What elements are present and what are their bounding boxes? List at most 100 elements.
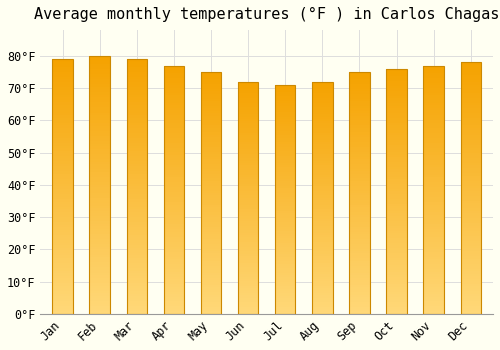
Bar — [350, 273, 370, 275]
Bar — [52, 174, 73, 176]
Bar — [350, 152, 370, 154]
Bar — [126, 276, 147, 278]
Bar — [350, 309, 370, 312]
Bar — [126, 156, 147, 159]
Bar — [386, 71, 407, 74]
Bar — [90, 278, 110, 280]
Bar — [424, 195, 444, 197]
Bar — [460, 88, 481, 90]
Bar — [126, 286, 147, 288]
Bar — [460, 304, 481, 306]
Bar — [275, 128, 295, 131]
Bar — [238, 195, 258, 198]
Bar — [386, 147, 407, 150]
Bar — [164, 269, 184, 272]
Bar — [238, 244, 258, 246]
Bar — [90, 185, 110, 188]
Bar — [90, 162, 110, 164]
Bar — [386, 206, 407, 209]
Bar — [275, 193, 295, 195]
Bar — [386, 88, 407, 91]
Bar — [238, 209, 258, 212]
Bar — [312, 251, 332, 253]
Bar — [126, 166, 147, 169]
Bar — [424, 158, 444, 160]
Bar — [386, 184, 407, 187]
Bar — [201, 77, 221, 79]
Bar — [238, 149, 258, 151]
Bar — [126, 107, 147, 110]
Bar — [460, 173, 481, 176]
Bar — [126, 237, 147, 240]
Bar — [126, 293, 147, 296]
Bar — [312, 263, 332, 265]
Bar — [126, 207, 147, 209]
Bar — [164, 115, 184, 118]
Bar — [424, 257, 444, 259]
Bar — [201, 195, 221, 198]
Bar — [126, 215, 147, 217]
Bar — [424, 93, 444, 95]
Bar — [350, 200, 370, 203]
Bar — [275, 85, 295, 314]
Bar — [238, 179, 258, 182]
Bar — [126, 199, 147, 202]
Bar — [52, 288, 73, 291]
Bar — [350, 142, 370, 145]
Bar — [90, 195, 110, 198]
Bar — [164, 80, 184, 83]
Bar — [460, 65, 481, 67]
Bar — [164, 247, 184, 249]
Bar — [90, 167, 110, 169]
Bar — [386, 228, 407, 231]
Bar — [350, 176, 370, 178]
Bar — [201, 123, 221, 125]
Bar — [126, 74, 147, 77]
Bar — [350, 280, 370, 282]
Bar — [126, 283, 147, 286]
Bar — [90, 280, 110, 283]
Bar — [275, 186, 295, 188]
Bar — [275, 266, 295, 268]
Bar — [350, 294, 370, 297]
Bar — [201, 169, 221, 171]
Bar — [126, 268, 147, 271]
Bar — [386, 93, 407, 96]
Bar — [312, 223, 332, 226]
Bar — [90, 172, 110, 175]
Bar — [350, 137, 370, 140]
Bar — [424, 78, 444, 80]
Bar — [424, 244, 444, 247]
Bar — [238, 253, 258, 256]
Bar — [164, 185, 184, 187]
Bar — [350, 166, 370, 169]
Bar — [386, 292, 407, 294]
Bar — [52, 199, 73, 202]
Bar — [275, 165, 295, 167]
Bar — [460, 95, 481, 98]
Bar — [460, 268, 481, 271]
Bar — [424, 175, 444, 177]
Bar — [201, 86, 221, 89]
Bar — [350, 198, 370, 200]
Bar — [164, 212, 184, 215]
Bar — [90, 234, 110, 237]
Bar — [350, 241, 370, 244]
Bar — [238, 105, 258, 107]
Bar — [386, 69, 407, 314]
Bar — [238, 103, 258, 105]
Bar — [164, 257, 184, 259]
Bar — [275, 96, 295, 99]
Bar — [460, 122, 481, 125]
Bar — [275, 245, 295, 247]
Bar — [460, 271, 481, 274]
Bar — [460, 82, 481, 85]
Bar — [424, 133, 444, 135]
Bar — [238, 251, 258, 253]
Bar — [275, 264, 295, 266]
Bar — [201, 171, 221, 174]
Bar — [460, 312, 481, 314]
Bar — [164, 274, 184, 276]
Bar — [312, 242, 332, 244]
Bar — [90, 71, 110, 74]
